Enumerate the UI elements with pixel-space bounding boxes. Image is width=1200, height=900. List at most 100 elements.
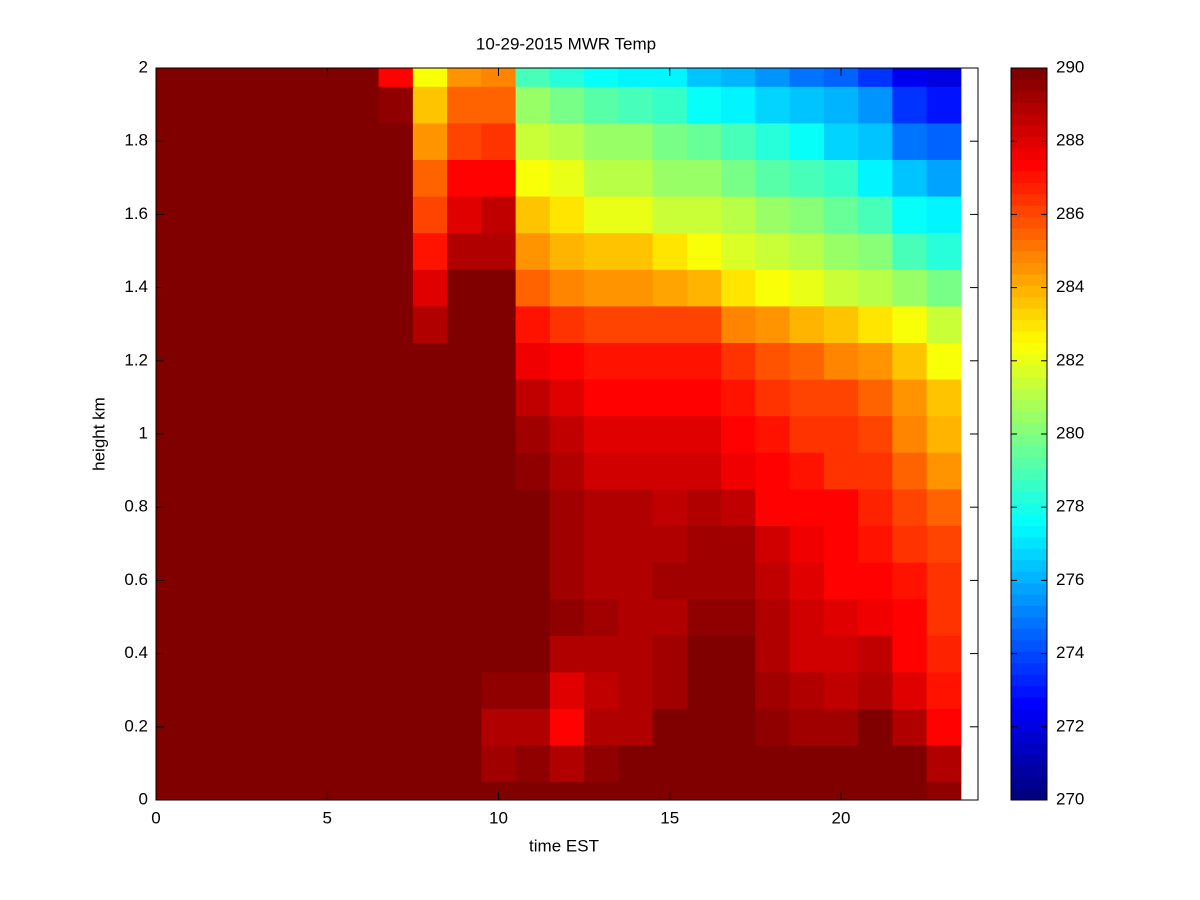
heatmap-cell (515, 269, 551, 307)
heatmap-cell (789, 671, 825, 709)
colorbar-band (1011, 353, 1047, 366)
heatmap-cell (156, 745, 174, 783)
heatmap-cell (207, 562, 243, 600)
heatmap-cell (310, 635, 345, 673)
heatmap-cell (926, 379, 962, 417)
heatmap-cell (755, 415, 791, 453)
heatmap-cell (481, 635, 517, 673)
heatmap-cell (447, 232, 482, 270)
heatmap-cell (926, 598, 962, 636)
colorbar-band (1011, 525, 1047, 538)
colorbar-band (1011, 228, 1047, 241)
heatmap-cell (858, 305, 893, 343)
heatmap-cell (344, 415, 380, 453)
heatmap-cell (652, 232, 688, 270)
heatmap-cell (549, 196, 585, 234)
heatmap-cell (481, 305, 517, 343)
heatmap-cell (721, 305, 756, 343)
heatmap-cell (378, 781, 414, 800)
heatmap-cell (789, 269, 825, 307)
heatmap-cell (515, 598, 551, 636)
colorbar-band (1011, 90, 1047, 103)
colorbar-band (1011, 754, 1047, 767)
heatmap-cell (310, 525, 345, 563)
heatmap-cell (481, 232, 517, 270)
heatmap-cell (412, 488, 448, 526)
heatmap-cell (549, 635, 585, 673)
heatmap-cell (584, 781, 619, 800)
heatmap-cell (207, 671, 243, 709)
y-tick-label: 0.2 (124, 716, 148, 735)
heatmap-cell (447, 781, 482, 800)
heatmap-cell (447, 305, 482, 343)
heatmap-cell (447, 86, 482, 124)
heatmap-cell (481, 86, 517, 124)
heatmap-cell (241, 232, 277, 270)
heatmap-cell (755, 269, 791, 307)
heatmap-cell (481, 562, 517, 600)
heatmap-cell (789, 232, 825, 270)
heatmap-cell (275, 671, 311, 709)
heatmap-cell (275, 745, 311, 783)
heatmap-cell (156, 269, 174, 307)
heatmap-cell (275, 159, 311, 197)
heatmap-cell (926, 525, 962, 563)
heatmap-cell (412, 269, 448, 307)
heatmap-cell (378, 415, 414, 453)
heatmap-cell (447, 708, 482, 746)
colorbar-tick-label: 270 (1056, 789, 1084, 808)
heatmap-cell (892, 269, 928, 307)
heatmap-cell (275, 269, 311, 307)
heatmap-cell (618, 562, 654, 600)
heatmap-cell (241, 452, 277, 490)
colorbar-band (1011, 788, 1047, 801)
heatmap-cell (207, 196, 243, 234)
heatmap-cell (412, 305, 448, 343)
heatmap-cell (275, 708, 311, 746)
heatmap-cell (721, 159, 756, 197)
heatmap-cell (207, 305, 243, 343)
heatmap-cell (584, 635, 619, 673)
heatmap-cell (310, 598, 345, 636)
heatmap-cell (156, 379, 174, 417)
heatmap-cell (618, 415, 654, 453)
colorbar-band (1011, 193, 1047, 206)
heatmap-cell (721, 562, 756, 600)
heatmap-cell (652, 305, 688, 343)
heatmap-cell (156, 635, 174, 673)
heatmap-cell (892, 196, 928, 234)
heatmap-cell (686, 671, 722, 709)
heatmap-cell (156, 68, 174, 87)
heatmap-cell (447, 159, 482, 197)
heatmap-cell (207, 488, 243, 526)
heatmap-cell (515, 562, 551, 600)
heatmap-cell (618, 342, 654, 380)
heatmap-cell (755, 635, 791, 673)
heatmap-cell (241, 379, 277, 417)
heatmap-cell (515, 86, 551, 124)
heatmap-cell (310, 379, 345, 417)
colorbar-tick-label: 274 (1056, 643, 1084, 662)
colorbar-band (1011, 445, 1047, 458)
heatmap-cell (275, 232, 311, 270)
heatmap-cell (447, 525, 482, 563)
heatmap-cell (549, 379, 585, 417)
heatmap-cell (344, 781, 380, 800)
colorbar-band (1011, 559, 1047, 572)
heatmap-cell (858, 159, 893, 197)
colorbar-band (1011, 628, 1047, 641)
heatmap-cell (173, 525, 208, 563)
heatmap-cell (618, 196, 654, 234)
heatmap-cell (789, 68, 825, 87)
heatmap-cell (275, 525, 311, 563)
heatmap-cell (584, 86, 619, 124)
heatmap-cell (789, 379, 825, 417)
heatmap-cell (823, 415, 859, 453)
heatmap-cell (515, 525, 551, 563)
heatmap-cell (721, 379, 756, 417)
heatmap-cell (378, 159, 414, 197)
heatmap-cell (481, 415, 517, 453)
heatmap-cell (515, 122, 551, 160)
heatmap-cell (584, 708, 619, 746)
